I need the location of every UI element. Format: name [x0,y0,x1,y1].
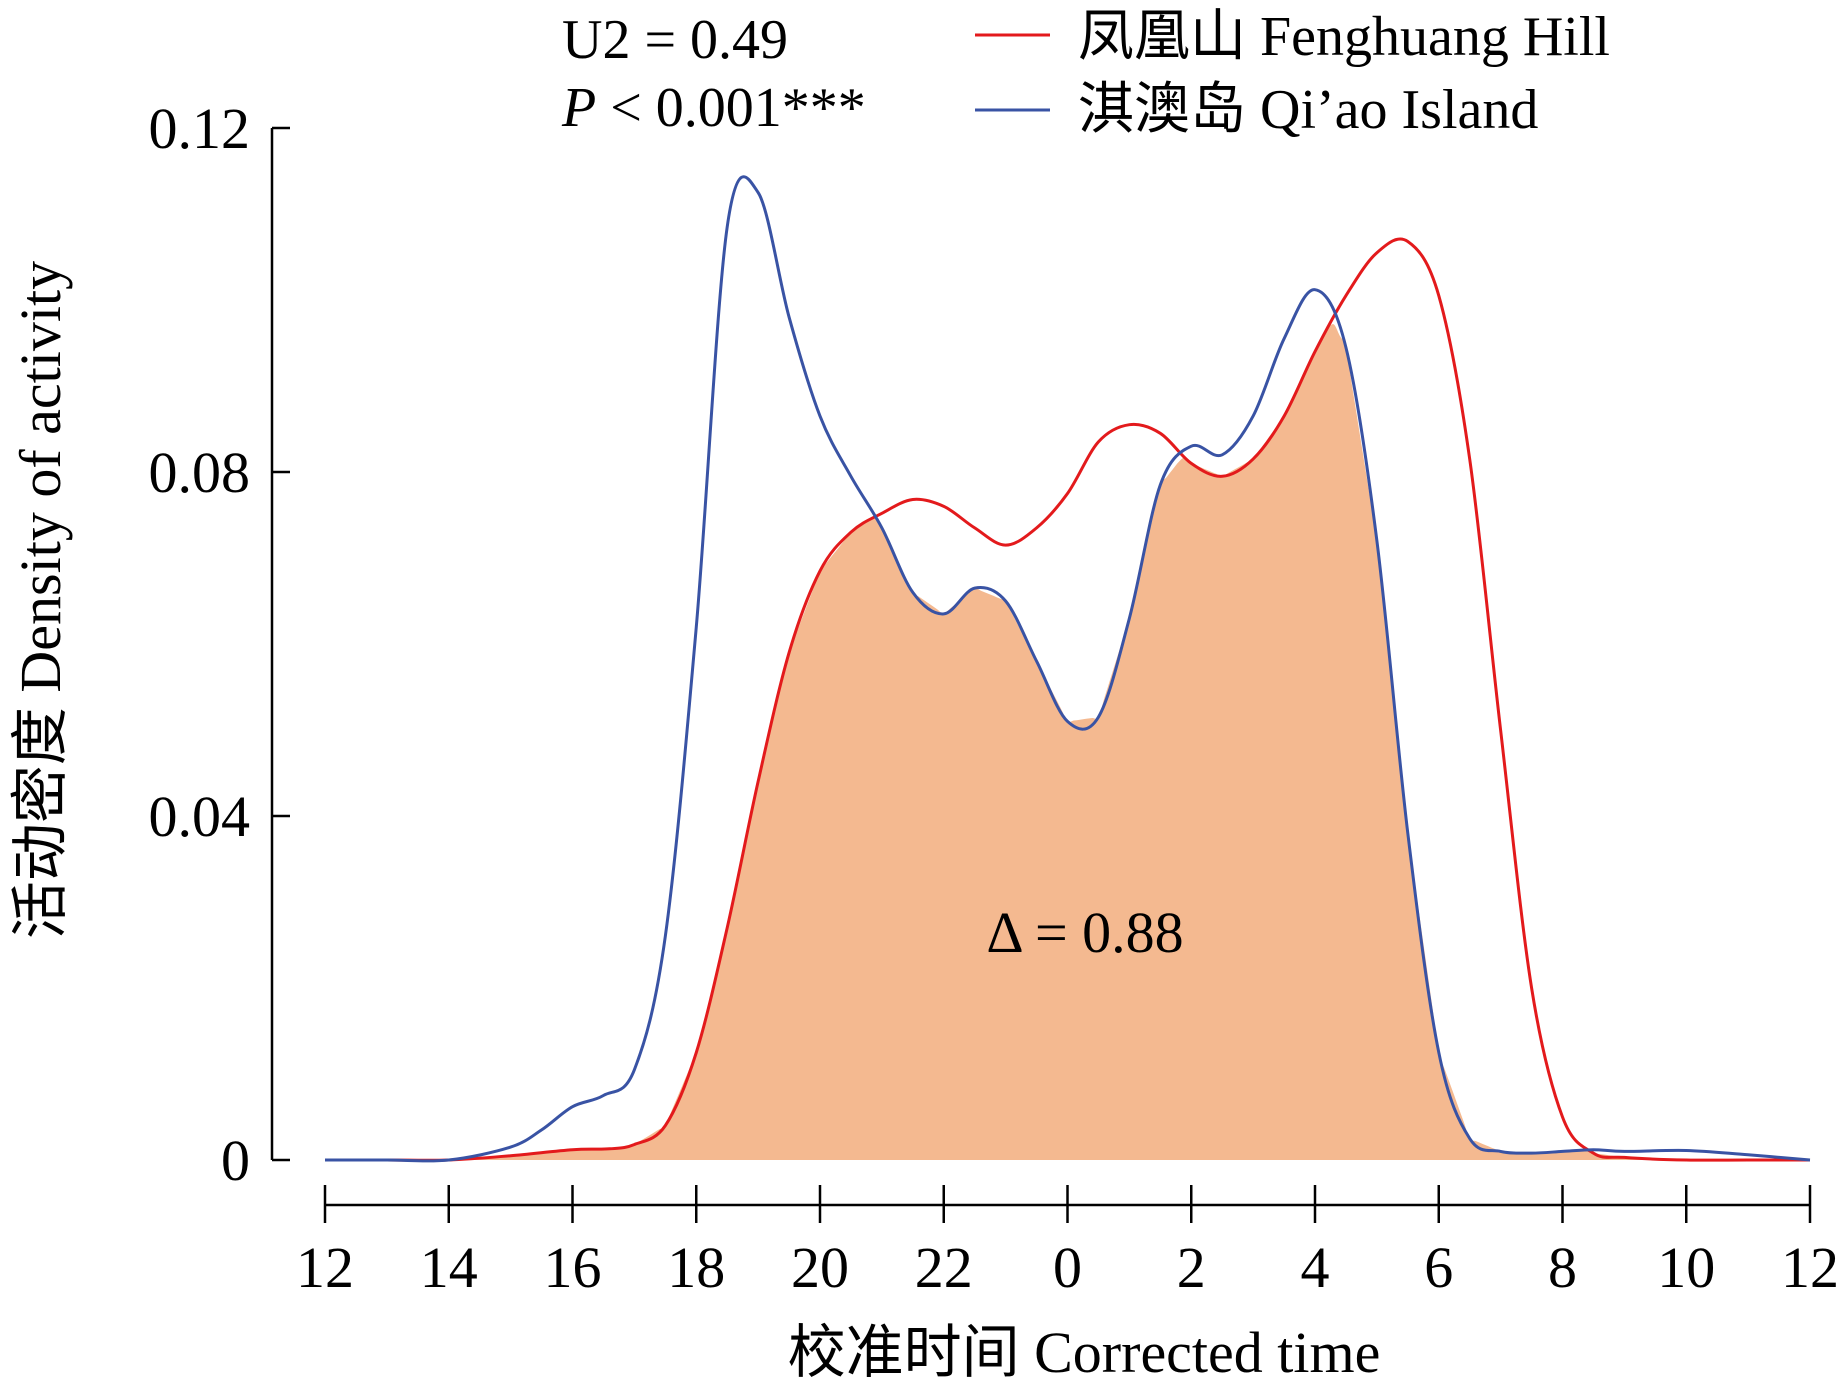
y-tick-label: 0.08 [149,440,251,505]
x-tick-label: 0 [1053,1235,1082,1300]
y-axis-title: 活动密度 Density of activity [8,261,73,939]
x-tick-label: 14 [420,1235,478,1300]
y-tick-label: 0.04 [149,784,251,849]
x-tick-label: 4 [1301,1235,1330,1300]
p-value-symbol: P [561,77,596,139]
x-tick-label: 20 [791,1235,849,1300]
series-line-fenghuang [325,237,1810,1162]
x-tick-label: 16 [544,1235,602,1300]
x-tick-label: 12 [296,1235,354,1300]
u2-statistic: U2 = 0.49 [562,9,788,71]
p-value-text: < 0.001*** [596,77,866,139]
x-tick-label: 12 [1781,1235,1839,1300]
x-axis-ticks: 12 14 16 18 20 22 0 2 4 6 8 10 12 [296,1185,1839,1300]
x-axis-title: 校准时间 Corrected time [788,1320,1381,1382]
y-tick-label: 0.12 [149,96,251,161]
x-tick-label: 10 [1657,1235,1715,1300]
p-value: P < 0.001*** [561,77,866,139]
legend-label-qiao: 淇澳岛 Qi’ao Island [1078,79,1538,141]
y-tick-label: 0 [221,1128,250,1193]
x-tick-label: 2 [1177,1235,1206,1300]
x-tick-label: 18 [667,1235,725,1300]
series-lines [325,175,1811,1163]
overlap-coefficient-label: Δ = 0.88 [986,900,1183,965]
legend-label-fenghuang: 凤凰山 Fenghuang Hill [1078,6,1610,68]
x-tick-label: 22 [915,1235,973,1300]
x-tick-label: 8 [1548,1235,1577,1300]
series-line-qiao [325,175,1811,1163]
legend: 凤凰山 Fenghuang Hill 淇澳岛 Qi’ao Island [975,6,1610,141]
x-tick-label: 6 [1424,1235,1453,1300]
y-axis-ticks: 0 0.04 0.08 0.12 [149,96,290,1193]
overlap-area [325,324,1810,1161]
